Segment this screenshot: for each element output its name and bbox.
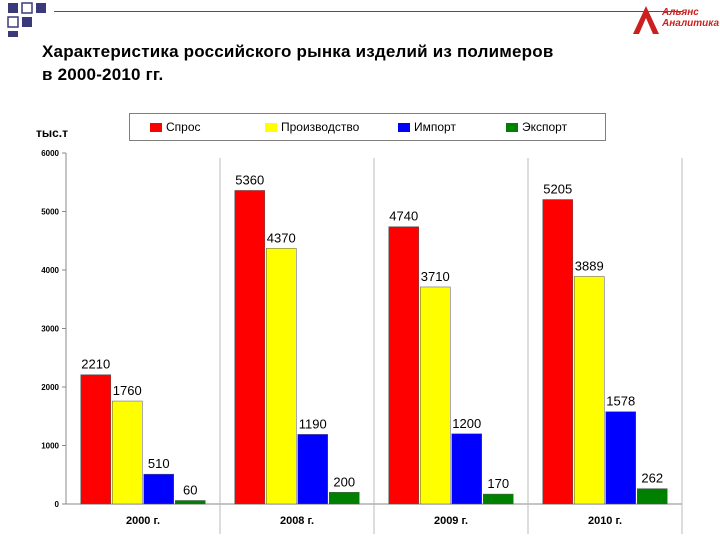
- data-label: 60: [183, 482, 197, 497]
- legend-swatch-import: [398, 122, 410, 132]
- data-label: 5205: [543, 182, 572, 197]
- data-label: 510: [148, 456, 170, 471]
- data-label: 5360: [235, 172, 264, 187]
- data-label: 4370: [267, 230, 296, 245]
- data-label: 4740: [389, 209, 418, 224]
- y-tick-label: 4000: [41, 266, 59, 275]
- legend-label-export: Экспорт: [522, 120, 568, 134]
- bar: [329, 492, 360, 505]
- chart-legend: Спрос Производство Импорт Экспорт: [129, 113, 606, 141]
- logo-text: Альянс Аналитика: [662, 7, 719, 29]
- header-divider: [54, 11, 682, 12]
- legend-swatch-demand: [150, 122, 162, 132]
- bar: [175, 500, 206, 505]
- bar: [234, 190, 265, 505]
- bar: [483, 493, 514, 505]
- logo-line-2: Аналитика: [662, 18, 720, 29]
- legend-item-export: Экспорт: [506, 120, 596, 134]
- data-label: 1190: [299, 416, 327, 431]
- x-tick-label: 2000 г.: [126, 515, 160, 527]
- decorative-squares: [7, 2, 46, 37]
- data-label: 1200: [452, 416, 481, 431]
- y-tick-label: 2000: [41, 383, 59, 392]
- title-line-2: в 2000-2010 гг.: [42, 65, 164, 84]
- data-label: 2210: [81, 357, 110, 372]
- y-tick-label: 5000: [41, 208, 59, 217]
- bar: [266, 248, 297, 505]
- legend-label-import: Импорт: [414, 120, 456, 134]
- bar: [542, 199, 573, 505]
- legend-item-import: Импорт: [398, 120, 506, 134]
- data-label: 1578: [606, 394, 635, 409]
- bar: [451, 433, 482, 505]
- bar: [143, 473, 174, 505]
- data-label: 170: [487, 476, 509, 491]
- title-line-1: Характеристика российского рынка изделий…: [42, 42, 554, 61]
- logo: Альянс Аналитика: [632, 4, 719, 38]
- bar: [420, 286, 451, 505]
- y-tick-label: 3000: [41, 325, 59, 334]
- y-tick-label: 0: [55, 500, 60, 509]
- bar: [605, 411, 636, 505]
- y-tick-label: 6000: [41, 149, 59, 158]
- bar: [112, 400, 143, 505]
- bar: [297, 434, 328, 505]
- x-tick-label: 2008 г.: [280, 515, 314, 527]
- legend-swatch-production: [265, 122, 277, 132]
- bar: [574, 276, 605, 505]
- data-label: 3889: [575, 258, 604, 273]
- legend-item-demand: Спрос: [150, 120, 265, 134]
- data-label: 200: [333, 474, 355, 489]
- x-tick-label: 2009 г.: [434, 515, 468, 527]
- page-title: Характеристика российского рынка изделий…: [42, 40, 662, 86]
- x-tick-label: 2010 г.: [588, 515, 622, 527]
- logo-mark-icon: [633, 6, 659, 34]
- bar: [80, 374, 111, 505]
- y-axis-unit-label: тыс.т: [36, 126, 69, 140]
- legend-label-demand: Спрос: [166, 120, 201, 134]
- y-tick-label: 1000: [41, 442, 59, 451]
- data-label: 3710: [421, 269, 450, 284]
- legend-item-production: Производство: [265, 120, 398, 134]
- data-label: 262: [641, 471, 663, 486]
- bar: [388, 226, 419, 505]
- bar: [637, 488, 668, 505]
- logo-line-1: Альянс: [662, 7, 699, 18]
- data-label: 1760: [113, 383, 142, 398]
- legend-swatch-export: [506, 122, 518, 132]
- legend-label-production: Производство: [281, 120, 360, 134]
